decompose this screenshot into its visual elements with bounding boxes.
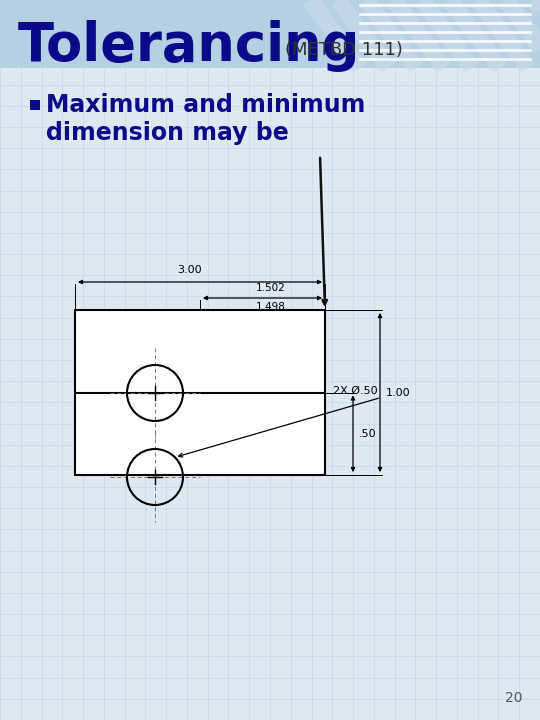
- Text: Maximum and minimum: Maximum and minimum: [46, 93, 366, 117]
- Text: .50: .50: [359, 428, 376, 438]
- Text: dimension may be: dimension may be: [46, 121, 289, 145]
- Text: 2X Ø.50: 2X Ø.50: [333, 385, 377, 395]
- Text: (METBD 111): (METBD 111): [285, 41, 403, 59]
- Text: 1.00: 1.00: [386, 387, 410, 397]
- Text: 1.498: 1.498: [255, 302, 286, 312]
- Bar: [75, 310, 325, 475]
- Text: 20: 20: [504, 691, 522, 705]
- Text: 3.00: 3.00: [178, 265, 202, 275]
- Text: Tolerancing: Tolerancing: [18, 20, 360, 72]
- Text: 1.502: 1.502: [255, 283, 285, 293]
- Bar: [30, 100, 40, 110]
- Bar: [0, 0, 540, 68]
